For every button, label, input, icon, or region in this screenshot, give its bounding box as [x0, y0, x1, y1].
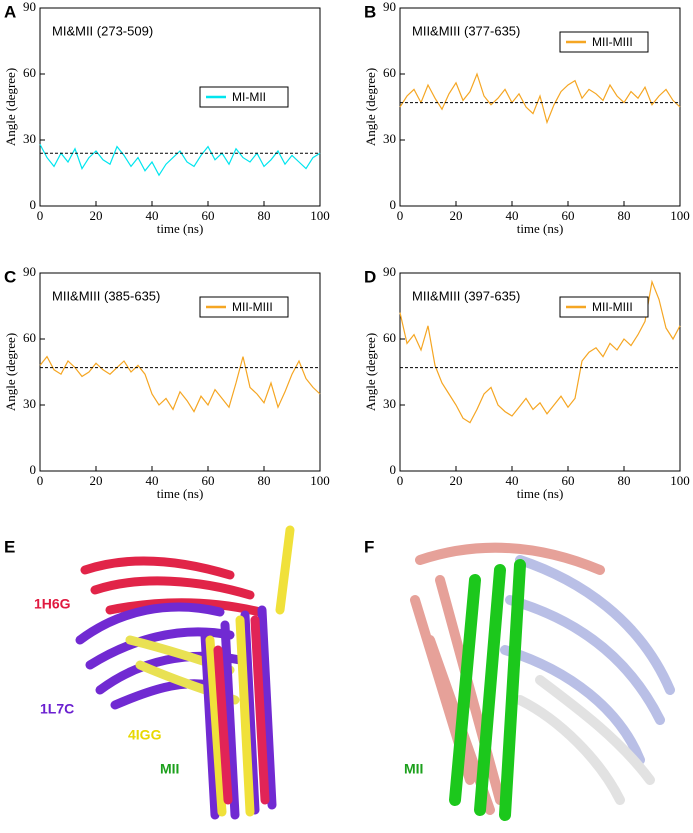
x-tick-label: 20 [450, 473, 463, 488]
x-tick-label: 0 [397, 208, 404, 223]
x-tick-label: 100 [670, 208, 690, 223]
structure-label: 4IGG [128, 727, 162, 743]
plot-frame [399, 272, 681, 472]
x-tick-label: 20 [450, 208, 463, 223]
x-tick-label: 60 [562, 208, 575, 223]
y-tick-label: 0 [390, 462, 397, 477]
x-tick-label: 40 [506, 208, 519, 223]
chart-title: MII&MIII (385-635) [52, 288, 160, 303]
y-tick-label: 0 [30, 462, 37, 477]
y-tick-label: 60 [383, 65, 396, 80]
chart: C 0 30 60 90 0 20 40 60 80 100 time (ns) Angle (degr… [3, 264, 330, 501]
y-tick-label: 90 [383, 0, 396, 14]
x-tick-label: 80 [618, 208, 631, 223]
chart: A 0 30 60 90 0 20 40 60 80 100 time (ns) Angle (degr… [3, 0, 330, 236]
x-tick-label: 60 [202, 208, 215, 223]
y-tick-label: 90 [23, 264, 36, 279]
y-axis-label: Angle (degree) [363, 333, 378, 411]
x-tick-label: 100 [310, 473, 330, 488]
legend-box [559, 296, 649, 318]
x-axis-label: time (ns) [517, 221, 564, 236]
x-axis-label: time (ns) [157, 486, 204, 501]
y-tick-label: 60 [23, 330, 36, 345]
panel-letter: F [364, 537, 374, 556]
chart: B 0 30 60 90 0 20 40 60 80 100 time (ns) Angle (degr… [363, 0, 690, 236]
panel-letter: C [4, 267, 16, 286]
chart: D 0 30 60 90 0 20 40 60 80 100 time (ns) Angle (degr… [363, 264, 690, 501]
y-tick-label: 60 [23, 65, 36, 80]
x-tick-label: 20 [90, 473, 103, 488]
plot-frame [39, 7, 321, 207]
x-tick-label: 40 [146, 473, 159, 488]
x-axis-label: time (ns) [157, 221, 204, 236]
legend-label: MII-MIII [592, 35, 633, 49]
structure-label: 1H6G [34, 596, 71, 612]
x-tick-label: 60 [562, 473, 575, 488]
x-tick-label: 80 [258, 473, 271, 488]
legend-box [559, 31, 649, 53]
y-tick-label: 30 [383, 131, 396, 146]
structure-label: MII [404, 761, 423, 777]
legend-label: MI-MII [232, 90, 266, 104]
y-tick-label: 30 [23, 131, 36, 146]
y-tick-label: 90 [23, 0, 36, 14]
panel-letter: D [364, 267, 376, 286]
x-axis-label: time (ns) [517, 486, 564, 501]
chart-title: MII&MIII (397-635) [412, 288, 520, 303]
series-line [399, 72, 681, 125]
x-tick-label: 40 [506, 473, 519, 488]
series-line [39, 144, 321, 177]
legend-label: MII-MIII [232, 300, 273, 314]
y-tick-label: 60 [383, 330, 396, 345]
y-tick-label: 90 [383, 264, 396, 279]
x-tick-label: 0 [397, 473, 404, 488]
y-tick-label: 0 [390, 197, 397, 212]
y-tick-label: 0 [30, 197, 37, 212]
x-tick-label: 40 [146, 208, 159, 223]
legend-box [199, 86, 289, 108]
panel-letter: E [4, 537, 15, 556]
structure-e: E 1H6G 1L7C 4IGG MII [4, 525, 295, 820]
x-tick-label: 20 [90, 208, 103, 223]
legend-box [199, 296, 289, 318]
y-axis-label: Angle (degree) [3, 68, 18, 146]
structure-label: MII [160, 761, 179, 777]
x-tick-label: 60 [202, 473, 215, 488]
chart-title: MII&MIII (377-635) [412, 23, 520, 38]
structure-label: 1L7C [40, 701, 74, 717]
x-tick-label: 80 [618, 473, 631, 488]
legend-label: MII-MIII [592, 300, 633, 314]
x-tick-label: 0 [37, 473, 44, 488]
y-axis-label: Angle (degree) [3, 333, 18, 411]
chart-title: MI&MII (273-509) [52, 23, 153, 38]
x-tick-label: 100 [670, 473, 690, 488]
structure-f: F MII [364, 537, 675, 821]
series-line [39, 355, 321, 413]
x-tick-label: 80 [258, 208, 271, 223]
y-tick-label: 30 [383, 396, 396, 411]
panel-letter: A [4, 2, 16, 21]
y-tick-label: 30 [23, 396, 36, 411]
plot-frame [39, 272, 321, 472]
x-tick-label: 100 [310, 208, 330, 223]
x-tick-label: 0 [37, 208, 44, 223]
panel-letter: B [364, 2, 376, 21]
series-line [399, 279, 681, 424]
y-axis-label: Angle (degree) [363, 68, 378, 146]
